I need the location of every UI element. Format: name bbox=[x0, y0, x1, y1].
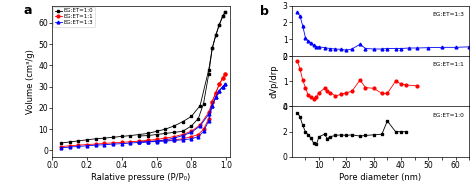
EG:ET=1:1 bbox=[220, 77, 226, 79]
Legend: EG:ET=1:0, EG:ET=1:1, EG:ET=1:3: EG:ET=1:0, EG:ET=1:1, EG:ET=1:3 bbox=[53, 7, 94, 27]
EG:ET=1:0 bbox=[189, 115, 194, 118]
EG:ET=1:1 bbox=[216, 83, 222, 86]
EG:ET=1:3 bbox=[216, 90, 222, 92]
EG:ET=1:0 bbox=[145, 132, 151, 135]
EG:ET=1:1 bbox=[84, 143, 90, 146]
Text: EG:ET=1:0: EG:ET=1:0 bbox=[432, 112, 464, 118]
EG:ET=1:3 bbox=[119, 143, 125, 145]
EG:ET=1:3 bbox=[145, 141, 151, 143]
EG:ET=1:0 bbox=[163, 128, 168, 130]
EG:ET=1:3 bbox=[206, 113, 211, 115]
EG:ET=1:0 bbox=[171, 125, 177, 127]
EG:ET=1:0 bbox=[220, 15, 226, 17]
EG:ET=1:0 bbox=[84, 139, 90, 141]
Line: EG:ET=1:1: EG:ET=1:1 bbox=[59, 72, 227, 148]
EG:ET=1:1 bbox=[206, 111, 211, 113]
EG:ET=1:0 bbox=[119, 135, 125, 138]
EG:ET=1:1 bbox=[145, 139, 151, 141]
EG:ET=1:1 bbox=[210, 100, 215, 103]
EG:ET=1:0 bbox=[216, 24, 222, 26]
EG:ET=1:1 bbox=[110, 142, 116, 144]
Y-axis label: Volume (cm³/g): Volume (cm³/g) bbox=[27, 49, 36, 114]
EG:ET=1:1 bbox=[163, 137, 168, 139]
EG:ET=1:0 bbox=[128, 134, 133, 137]
EG:ET=1:0 bbox=[101, 137, 107, 139]
EG:ET=1:0 bbox=[75, 140, 81, 142]
EG:ET=1:1 bbox=[222, 73, 228, 75]
EG:ET=1:3 bbox=[75, 145, 81, 148]
EG:ET=1:0 bbox=[93, 138, 99, 140]
Line: EG:ET=1:0: EG:ET=1:0 bbox=[59, 11, 227, 144]
EG:ET=1:1 bbox=[75, 144, 81, 146]
EG:ET=1:3 bbox=[128, 142, 133, 144]
EG:ET=1:3 bbox=[171, 137, 177, 139]
EG:ET=1:3 bbox=[93, 144, 99, 146]
EG:ET=1:1 bbox=[128, 141, 133, 143]
EG:ET=1:3 bbox=[154, 140, 159, 142]
EG:ET=1:3 bbox=[110, 143, 116, 145]
EG:ET=1:3 bbox=[84, 145, 90, 147]
EG:ET=1:0 bbox=[154, 130, 159, 132]
X-axis label: Pore diameter (nm): Pore diameter (nm) bbox=[339, 173, 421, 182]
EG:ET=1:3 bbox=[189, 131, 194, 133]
EG:ET=1:0 bbox=[58, 142, 64, 144]
Text: b: b bbox=[260, 5, 269, 18]
EG:ET=1:1 bbox=[180, 133, 185, 136]
EG:ET=1:3 bbox=[163, 139, 168, 141]
EG:ET=1:1 bbox=[93, 143, 99, 145]
EG:ET=1:0 bbox=[213, 34, 219, 37]
EG:ET=1:1 bbox=[119, 141, 125, 143]
EG:ET=1:3 bbox=[213, 96, 219, 98]
EG:ET=1:1 bbox=[154, 138, 159, 141]
EG:ET=1:1 bbox=[213, 92, 219, 94]
EG:ET=1:3 bbox=[180, 134, 185, 137]
EG:ET=1:0 bbox=[110, 136, 116, 138]
EG:ET=1:0 bbox=[197, 105, 203, 107]
EG:ET=1:0 bbox=[137, 133, 142, 136]
EG:ET=1:3 bbox=[67, 146, 73, 148]
EG:ET=1:0 bbox=[67, 141, 73, 143]
EG:ET=1:3 bbox=[220, 85, 226, 88]
EG:ET=1:0 bbox=[180, 121, 185, 123]
Text: EG:ET=1:3: EG:ET=1:3 bbox=[432, 12, 464, 17]
EG:ET=1:3 bbox=[197, 125, 203, 127]
Line: EG:ET=1:3: EG:ET=1:3 bbox=[59, 83, 227, 149]
EG:ET=1:1 bbox=[189, 130, 194, 132]
EG:ET=1:3 bbox=[222, 83, 228, 86]
EG:ET=1:1 bbox=[67, 145, 73, 147]
EG:ET=1:3 bbox=[137, 141, 142, 143]
EG:ET=1:1 bbox=[197, 124, 203, 126]
Text: EG:ET=1:1: EG:ET=1:1 bbox=[432, 62, 464, 67]
EG:ET=1:0 bbox=[222, 11, 228, 13]
EG:ET=1:3 bbox=[58, 147, 64, 149]
Y-axis label: dVp/drp: dVp/drp bbox=[270, 64, 279, 98]
EG:ET=1:1 bbox=[137, 140, 142, 142]
EG:ET=1:1 bbox=[58, 146, 64, 148]
Text: a: a bbox=[24, 4, 32, 17]
EG:ET=1:3 bbox=[210, 105, 215, 107]
EG:ET=1:1 bbox=[171, 136, 177, 138]
EG:ET=1:3 bbox=[101, 144, 107, 146]
EG:ET=1:1 bbox=[101, 142, 107, 145]
EG:ET=1:0 bbox=[210, 47, 215, 49]
X-axis label: Ralative pressure (P/P₀): Ralative pressure (P/P₀) bbox=[91, 173, 191, 182]
EG:ET=1:0 bbox=[206, 68, 211, 71]
